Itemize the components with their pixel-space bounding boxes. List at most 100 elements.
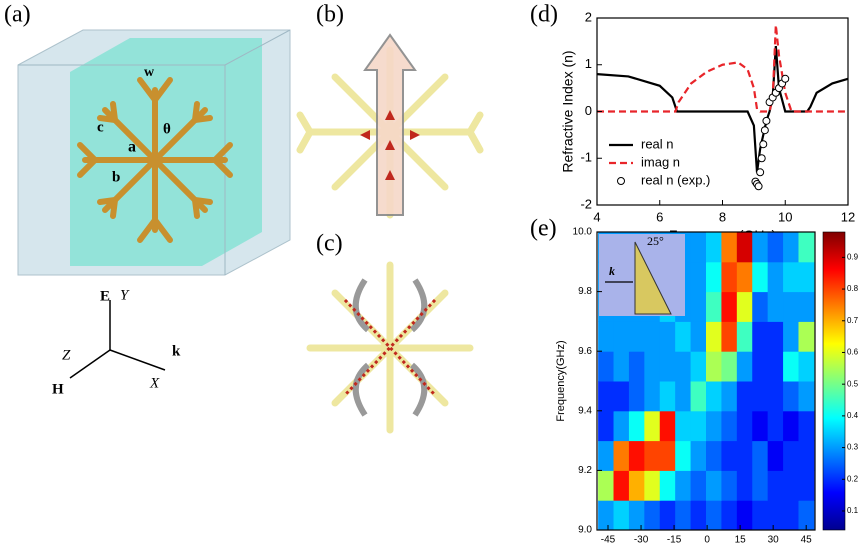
- axis-label: Z: [62, 347, 71, 363]
- heat-cell: [752, 411, 768, 441]
- heat-cell: [644, 351, 660, 381]
- x-tick-label: 12: [841, 209, 855, 224]
- heat-cell: [721, 232, 737, 262]
- x-tick-label: 8: [719, 209, 726, 224]
- panel-label: (b): [316, 2, 344, 28]
- data-line: [597, 25, 848, 111]
- y-axis-label: Refractive Index (n): [560, 50, 576, 172]
- heat-cell: [706, 262, 722, 292]
- heat-cell: [691, 351, 707, 381]
- heat-cell: [706, 351, 722, 381]
- heat-cell: [691, 470, 707, 500]
- colorbar-tick-label: 0.3: [847, 443, 858, 452]
- heat-cell: [721, 500, 737, 530]
- colorbar-tick-label: 0.4: [847, 411, 858, 420]
- dimension-label: θ: [163, 121, 171, 137]
- heat-cell: [798, 232, 814, 262]
- heat-cell: [783, 411, 799, 441]
- heat-cell: [629, 381, 645, 411]
- data-point: [755, 183, 762, 190]
- heat-cell: [644, 321, 660, 351]
- heat-cell: [629, 470, 645, 500]
- x-tick-label: 45: [801, 535, 813, 546]
- colorbar: [823, 232, 845, 530]
- inset-label: k: [609, 264, 615, 278]
- heat-cell: [768, 292, 784, 322]
- heat-cell: [737, 500, 753, 530]
- heat-cell: [737, 441, 753, 471]
- heat-cell: [691, 292, 707, 322]
- heat-cell: [768, 411, 784, 441]
- heat-cell: [768, 232, 784, 262]
- y-tick-label: 1: [585, 56, 592, 71]
- heat-cell: [752, 232, 768, 262]
- colorbar-tick-label: 0.5: [847, 379, 858, 388]
- legend-marker: [618, 178, 625, 185]
- heat-cell: [752, 470, 768, 500]
- colorbar-tick-label: 0.8: [847, 284, 858, 293]
- heat-cell: [598, 500, 614, 530]
- heat-cell: [737, 470, 753, 500]
- heat-cell: [768, 500, 784, 530]
- heat-cell: [752, 500, 768, 530]
- heat-cell: [783, 500, 799, 530]
- heat-cell: [706, 321, 722, 351]
- heat-cell: [614, 470, 630, 500]
- x-tick-label: 10: [778, 209, 792, 224]
- dimension-label: c: [97, 119, 104, 135]
- legend-label: real n (exp.): [641, 172, 710, 187]
- x-tick-label: 15: [735, 535, 747, 546]
- dimension-label: a: [128, 139, 136, 156]
- heat-cell: [798, 381, 814, 411]
- heat-cell: [706, 411, 722, 441]
- heat-cell: [629, 500, 645, 530]
- heat-cell: [660, 381, 676, 411]
- heat-cell: [737, 262, 753, 292]
- unit-cell-diagram: (a) w c θ a b E Y Z X H k: [4, 2, 290, 398]
- inset-label: 25°: [647, 234, 664, 248]
- heat-cell: [768, 441, 784, 471]
- y-tick-label: 9.4: [578, 405, 592, 416]
- heat-cell: [614, 411, 630, 441]
- heat-cell: [783, 470, 799, 500]
- heat-cell: [768, 262, 784, 292]
- heat-cell: [798, 262, 814, 292]
- heat-cell: [783, 262, 799, 292]
- colorbar-tick-label: 0.1: [847, 506, 858, 515]
- dimension-label: b: [112, 169, 120, 185]
- heat-cell: [598, 321, 614, 351]
- heat-cell: [783, 292, 799, 322]
- axis-label: k: [172, 343, 181, 359]
- panel-label: (d): [530, 2, 558, 28]
- heat-cell: [598, 470, 614, 500]
- heat-cell: [598, 411, 614, 441]
- heat-cell: [706, 470, 722, 500]
- heat-cell: [706, 232, 722, 262]
- heat-cell: [675, 441, 691, 471]
- axis-label: E: [100, 288, 110, 304]
- heat-cell: [721, 381, 737, 411]
- y-tick-label: -1: [580, 150, 592, 165]
- heat-cell: [706, 381, 722, 411]
- axis-label: Y: [120, 287, 130, 303]
- heat-cell: [614, 441, 630, 471]
- heat-cell: [675, 411, 691, 441]
- y-axis-label: Frequency(GHz): [555, 340, 567, 421]
- data-point: [782, 75, 789, 82]
- current-diagram: (b): [300, 2, 480, 216]
- heat-cell: [721, 351, 737, 381]
- x-tick-label: 0: [704, 535, 710, 546]
- heat-cell: [691, 500, 707, 530]
- y-tick-label: 9.0: [578, 525, 592, 536]
- heat-cell: [752, 381, 768, 411]
- y-tick-label: 2: [585, 9, 592, 24]
- heat-cell: [675, 500, 691, 530]
- heat-cell: [660, 351, 676, 381]
- heat-cell: [629, 351, 645, 381]
- current-diagram: (c): [310, 231, 470, 431]
- dimension-label: w: [144, 65, 155, 80]
- heat-cell: [706, 441, 722, 471]
- heat-cell: [691, 262, 707, 292]
- heat-cell: [721, 411, 737, 441]
- heat-cell: [752, 262, 768, 292]
